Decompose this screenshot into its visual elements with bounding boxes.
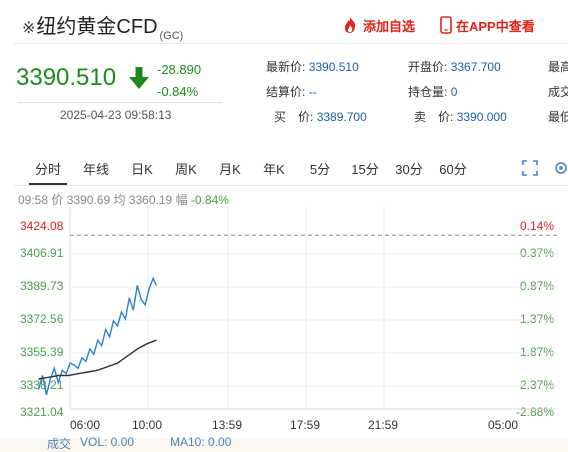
quote-field-open: 开盘价: 3367.700: [408, 58, 501, 75]
tab-intraday[interactable]: 分时: [29, 155, 67, 185]
quote-field-last: 最新价: 3390.510: [266, 58, 359, 75]
ma10-value: MA10: 0.00: [170, 435, 232, 449]
field-label: 买 价:: [274, 110, 314, 124]
info-range-label: 幅: [175, 193, 188, 207]
info-range: -0.84%: [190, 193, 229, 207]
price-change-percent: -0.84%: [157, 84, 199, 99]
volume-value: VOL: 0.00: [80, 435, 135, 449]
price-change: -28.890: [157, 62, 202, 77]
y-tick-label: 3372.56: [20, 312, 64, 326]
quote-field-low: 最低: [548, 108, 568, 125]
field-value: --: [308, 85, 317, 99]
phone-icon: [440, 16, 452, 34]
x-tick-label: 21:59: [368, 418, 399, 432]
settings-icon[interactable]: [552, 159, 568, 177]
fullscreen-icon[interactable]: [521, 159, 539, 177]
tab-year-line[interactable]: 年线: [82, 162, 109, 177]
header-divider: [14, 43, 568, 44]
field-label: 卖 价:: [414, 110, 454, 124]
quote-field-ask: 卖 价: 3390.000: [414, 108, 507, 125]
x-tick-label: 05:00: [488, 418, 519, 432]
info-time: 09:58: [18, 193, 49, 207]
quote-field-settle: 结算价: --: [266, 83, 317, 100]
y-tick-label: 3338.21: [20, 378, 64, 392]
open-in-app-button[interactable]: 在APP中查看: [440, 16, 535, 35]
tab-30min[interactable]: 30分: [395, 162, 423, 177]
x-tick-label: 17:59: [290, 418, 321, 432]
x-tick-label: 06:00: [70, 418, 101, 432]
quote-field-open-interest: 持仓量: 0: [408, 83, 457, 100]
tab-5min[interactable]: 5分: [309, 162, 331, 177]
field-label: 开盘价:: [408, 60, 448, 74]
info-avg: 3360.19: [128, 193, 173, 207]
pct-tick-label: -1.37%: [515, 312, 554, 326]
field-value: 0: [450, 85, 458, 99]
field-label: 持仓量:: [408, 85, 448, 99]
field-label: 最新价:: [266, 60, 306, 74]
pct-tick-label: -1.87%: [515, 345, 554, 359]
open-in-app-label: 在APP中查看: [456, 19, 535, 34]
y-tick-label: 3321.04: [20, 405, 64, 419]
y-tick-label: 3389.73: [20, 279, 64, 293]
field-value: 3389.700: [316, 110, 367, 124]
add-watchlist-label: 添加自选: [363, 19, 416, 34]
quote-timestamp: 2025-04-23 09:58:13: [60, 108, 172, 122]
y-tick-label: 3424.08: [20, 219, 64, 233]
quote-field-bid: 买 价: 3389.700: [274, 108, 367, 125]
pct-tick-label: 0.14%: [519, 219, 554, 233]
pct-tick-label: -0.87%: [515, 279, 554, 293]
instrument-name: 纽约黄金CFD: [36, 16, 158, 38]
x-tick-label: 10:00: [132, 418, 163, 432]
pct-tick-label: -2.88%: [515, 405, 554, 419]
info-price-label: 价: [51, 193, 64, 207]
info-avg-label: 均: [113, 193, 126, 207]
quote-field-volume: 成交: [548, 83, 568, 100]
pct-tick-label: -2.37%: [515, 378, 554, 392]
x-tick-label: 13:59: [212, 418, 243, 432]
tab-15min[interactable]: 15分: [351, 162, 379, 177]
chart-tabs: 分时 年线 日K 周K 月K 年K 5分 15分 30分 60分: [14, 155, 568, 186]
field-label: 成交: [548, 85, 568, 99]
field-value: 3390.000: [456, 110, 507, 124]
down-arrow-icon: [129, 67, 149, 89]
add-watchlist-button[interactable]: 添加自选: [341, 16, 415, 35]
field-value: 3367.700: [450, 60, 501, 74]
price-divider: [18, 102, 222, 103]
tab-monthly-k[interactable]: 月K: [219, 162, 241, 177]
info-price: 3390.69: [66, 193, 111, 207]
symbol-prefix: ※: [22, 20, 36, 37]
field-label: 最低: [548, 110, 568, 124]
tab-daily-k[interactable]: 日K: [131, 162, 153, 177]
chart-info-bar: 09:58 价 3390.69 均 3360.19 幅 -0.84%: [18, 191, 229, 208]
y-tick-label: 3406.91: [20, 246, 64, 260]
header: ※纽约黄金CFD (GC) 添加自选 在APP中查看: [0, 0, 568, 44]
y-tick-label: 3355.39: [20, 345, 64, 359]
volume-bar: 成交 VOL: 0.00 MA10: 0.00: [0, 435, 568, 452]
flame-icon: [344, 17, 356, 33]
field-label: 结算价:: [266, 85, 306, 99]
pct-tick-label: -0.37%: [515, 246, 554, 260]
instrument-title: ※纽约黄金CFD (GC): [22, 10, 183, 42]
instrument-code: (GC): [159, 30, 184, 42]
field-label: 最高: [548, 60, 568, 74]
tab-60min[interactable]: 60分: [439, 162, 467, 177]
field-value: 3390.510: [308, 60, 359, 74]
quote-field-high: 最高: [548, 58, 568, 75]
tab-yearly-k[interactable]: 年K: [263, 162, 285, 177]
tab-weekly-k[interactable]: 周K: [175, 162, 197, 177]
volume-label: 成交: [47, 437, 72, 451]
last-price: 3390.510: [16, 64, 117, 91]
